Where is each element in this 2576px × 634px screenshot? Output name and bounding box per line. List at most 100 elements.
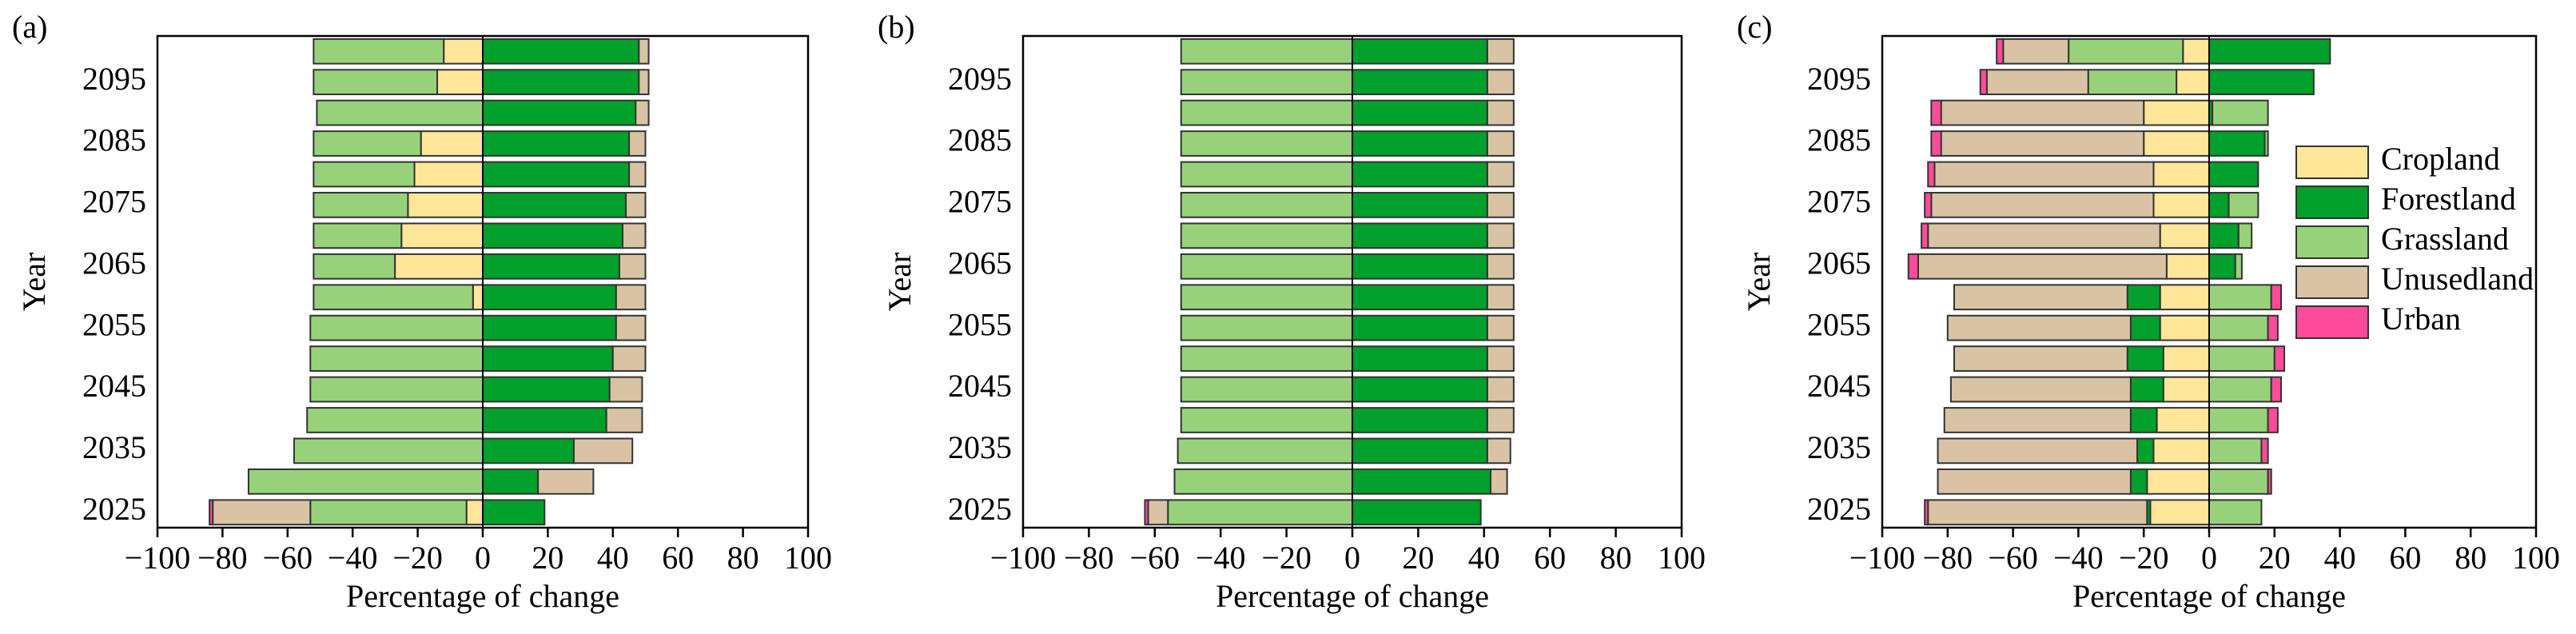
y-tick-label: 2095 bbox=[948, 61, 1012, 97]
y-axis-label: Year bbox=[1741, 253, 1777, 312]
bar-segment bbox=[1180, 38, 1354, 65]
bar-segment bbox=[2208, 345, 2275, 372]
legend-label: Grassland bbox=[2381, 221, 2509, 257]
bar-segment bbox=[1180, 284, 1354, 311]
bar-segment bbox=[1486, 69, 1515, 96]
bar-segment bbox=[407, 192, 484, 218]
bar-segment bbox=[1940, 130, 2145, 157]
bar-segment bbox=[1486, 437, 1511, 465]
x-tick-label: 0 bbox=[2201, 540, 2217, 576]
x-tick-label: 60 bbox=[2389, 540, 2421, 576]
bar-segment bbox=[482, 499, 546, 526]
bar-segment bbox=[293, 437, 484, 465]
y-axis-label: Year bbox=[16, 253, 52, 312]
bar-segment bbox=[482, 192, 627, 218]
bar-segment bbox=[209, 499, 214, 526]
bar-segment bbox=[2237, 222, 2253, 249]
bar-segment bbox=[1352, 284, 1488, 311]
bar-segment bbox=[2087, 69, 2178, 96]
panel-label: (b) bbox=[878, 9, 915, 45]
bar-segment bbox=[1924, 499, 1929, 526]
legend-label: Forestland bbox=[2381, 181, 2516, 217]
legend-label: Urban bbox=[2381, 301, 2461, 337]
bar-segment bbox=[2208, 314, 2269, 341]
bar-segment bbox=[482, 407, 607, 433]
bar-segment bbox=[1486, 130, 1515, 157]
bar-segment bbox=[1352, 376, 1488, 403]
bar-segment bbox=[2176, 69, 2211, 96]
bar-segment bbox=[482, 161, 631, 188]
x-tick-label: 100 bbox=[2512, 540, 2560, 576]
bar-segment bbox=[2126, 284, 2161, 311]
bar-segment bbox=[1996, 38, 2005, 65]
bar-segment bbox=[482, 99, 637, 126]
bar-segment bbox=[1946, 314, 2132, 341]
bar-segment bbox=[2267, 407, 2279, 433]
bar-segment bbox=[611, 345, 647, 372]
bar-segment bbox=[1985, 69, 2089, 96]
bar-segment bbox=[413, 161, 484, 188]
x-tick-label: −20 bbox=[1261, 540, 1312, 576]
y-tick-label: 2045 bbox=[948, 368, 1012, 404]
bar-segment bbox=[2152, 437, 2210, 465]
y-tick-label: 2075 bbox=[82, 184, 146, 220]
bar-segment bbox=[1486, 99, 1515, 126]
bar-segment bbox=[1180, 99, 1354, 126]
bar-segment bbox=[2162, 376, 2210, 403]
bar-segment bbox=[1180, 192, 1354, 218]
bar-segment bbox=[1937, 437, 2139, 465]
legend-label: Unusedland bbox=[2381, 261, 2534, 297]
bar-segment bbox=[2208, 38, 2331, 65]
bar-segment bbox=[309, 345, 484, 372]
bar-segment bbox=[2068, 38, 2184, 65]
bar-segment bbox=[1924, 192, 1933, 218]
bar-segment bbox=[1147, 499, 1169, 526]
y-tick-label: 2055 bbox=[1807, 306, 1871, 342]
bar-segment bbox=[482, 253, 620, 280]
bar-segment bbox=[1953, 284, 2128, 311]
bar-segment bbox=[1907, 253, 1919, 280]
bar-segment bbox=[1930, 99, 1942, 126]
x-tick-label: 80 bbox=[727, 540, 759, 576]
panel-label: (c) bbox=[1737, 9, 1772, 45]
bar-segment bbox=[1352, 69, 1488, 96]
x-axis-label: Percentage of change bbox=[346, 578, 619, 614]
bar-segment bbox=[1180, 161, 1354, 188]
x-tick-label: −60 bbox=[1988, 540, 2038, 576]
x-tick-label: −20 bbox=[392, 540, 443, 576]
bar-segment bbox=[2270, 284, 2282, 311]
y-tick-label: 2065 bbox=[82, 245, 146, 281]
bar-segment bbox=[1486, 314, 1515, 341]
x-tick-label: 80 bbox=[1600, 540, 1632, 576]
y-tick-label: 2035 bbox=[948, 429, 1012, 465]
bar-segment bbox=[2208, 437, 2263, 465]
bar-segment bbox=[2002, 38, 2070, 65]
bar-segment bbox=[313, 161, 416, 188]
bar-segment bbox=[1180, 407, 1354, 433]
bar-segment bbox=[622, 222, 647, 249]
bar-segment bbox=[2267, 468, 2272, 495]
bar-segment bbox=[1352, 130, 1488, 157]
bar-segment bbox=[2234, 253, 2243, 280]
bar-segment bbox=[2126, 345, 2164, 372]
bar-segment bbox=[482, 437, 575, 465]
bar-segment bbox=[482, 376, 611, 403]
bar-segment bbox=[1352, 192, 1488, 218]
bar-segment bbox=[635, 99, 650, 126]
x-tick-label: −20 bbox=[2119, 540, 2169, 576]
bar-segment bbox=[1486, 222, 1515, 249]
bar-segment bbox=[313, 38, 445, 65]
bar-segment bbox=[443, 38, 484, 65]
bar-segment bbox=[482, 345, 614, 372]
bar-segment bbox=[313, 192, 409, 218]
y-tick-label: 2045 bbox=[1807, 368, 1871, 404]
bar-segment bbox=[394, 253, 484, 280]
bar-segment bbox=[1927, 499, 2148, 526]
legend-swatch bbox=[2295, 305, 2369, 339]
bar-segment bbox=[1173, 468, 1354, 495]
bar-segment bbox=[2208, 192, 2230, 218]
bar-segment bbox=[2208, 468, 2269, 495]
bar-segment bbox=[313, 284, 474, 311]
bar-segment bbox=[309, 314, 484, 341]
x-tick-label: 60 bbox=[1534, 540, 1566, 576]
